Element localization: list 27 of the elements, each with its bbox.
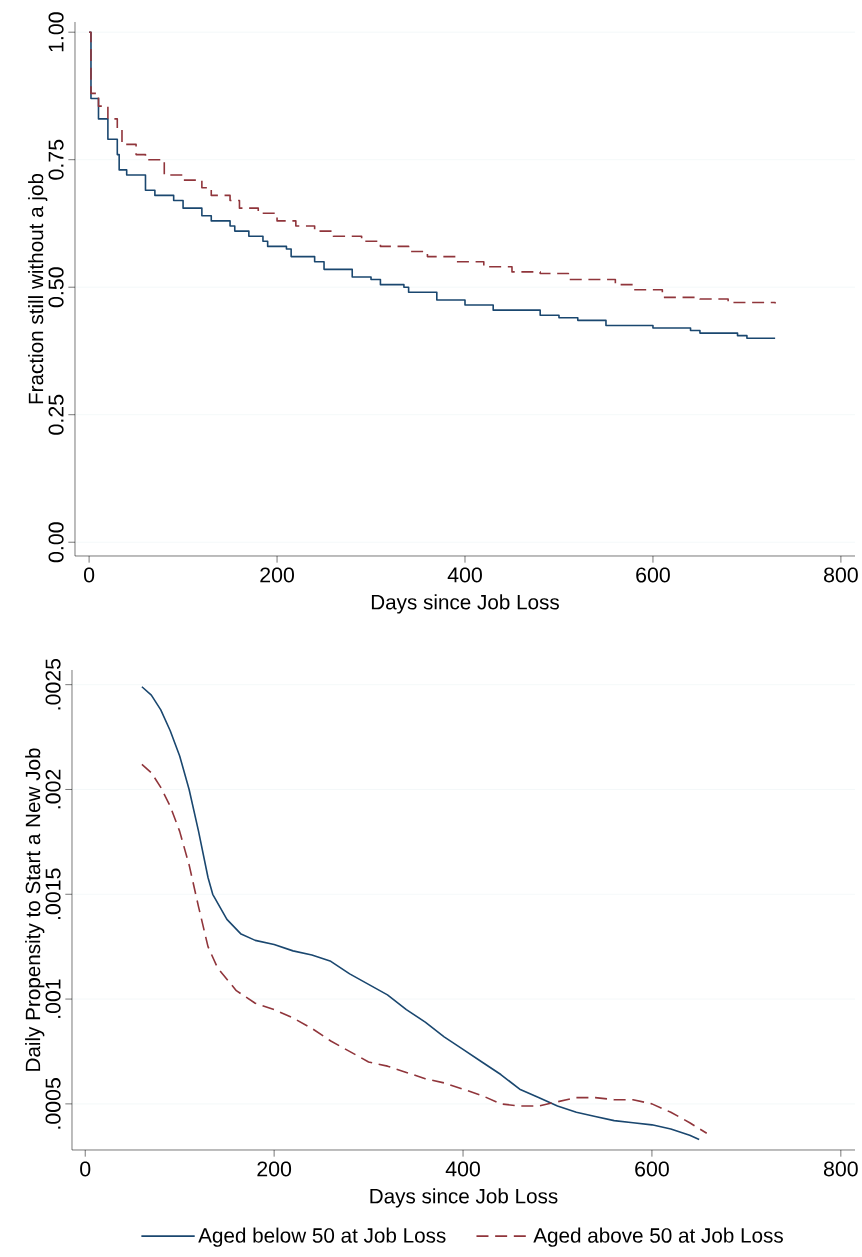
y-tick-label: 0.50 <box>48 267 64 308</box>
x-tick-label: 200 <box>260 567 294 583</box>
y-axis-title: Daily Propensity to Start a New Job <box>25 748 45 1071</box>
y-tick-label: 1.00 <box>48 12 64 52</box>
y-tick-label: .001 <box>45 979 61 1018</box>
x-tick-label: 400 <box>447 567 482 583</box>
x-tick-label: 400 <box>445 1161 480 1177</box>
y-tick-label: 0.75 <box>48 139 64 180</box>
x-tick-label: 800 <box>823 1161 858 1177</box>
x-tick-label: 0 <box>84 567 95 583</box>
y-tick-label: .0015 <box>45 868 61 920</box>
legend-label: Aged below 50 at Job Loss <box>198 1227 446 1247</box>
x-tick-label: 800 <box>824 567 858 583</box>
y-tick-label: .002 <box>45 769 61 809</box>
y-tick-label: 0.00 <box>48 522 64 563</box>
x-tick-label: 200 <box>257 1161 292 1177</box>
line-series <box>141 685 700 1141</box>
x-tick-label: 600 <box>635 1161 669 1177</box>
x-axis-title: Days since Job Loss <box>370 1188 558 1208</box>
y-tick-label: .0005 <box>45 1078 61 1129</box>
x-axis-title: Days since Job Loss <box>371 594 559 614</box>
y-tick-label: 0.25 <box>48 394 64 435</box>
y-tick-label: .0025 <box>45 658 61 710</box>
x-tick-label: 0 <box>80 1161 91 1177</box>
y-axis-title: Fraction still without a job <box>28 173 48 404</box>
legend-label: Aged above 50 at Job Loss <box>533 1227 783 1247</box>
x-tick-label: 600 <box>636 567 670 583</box>
